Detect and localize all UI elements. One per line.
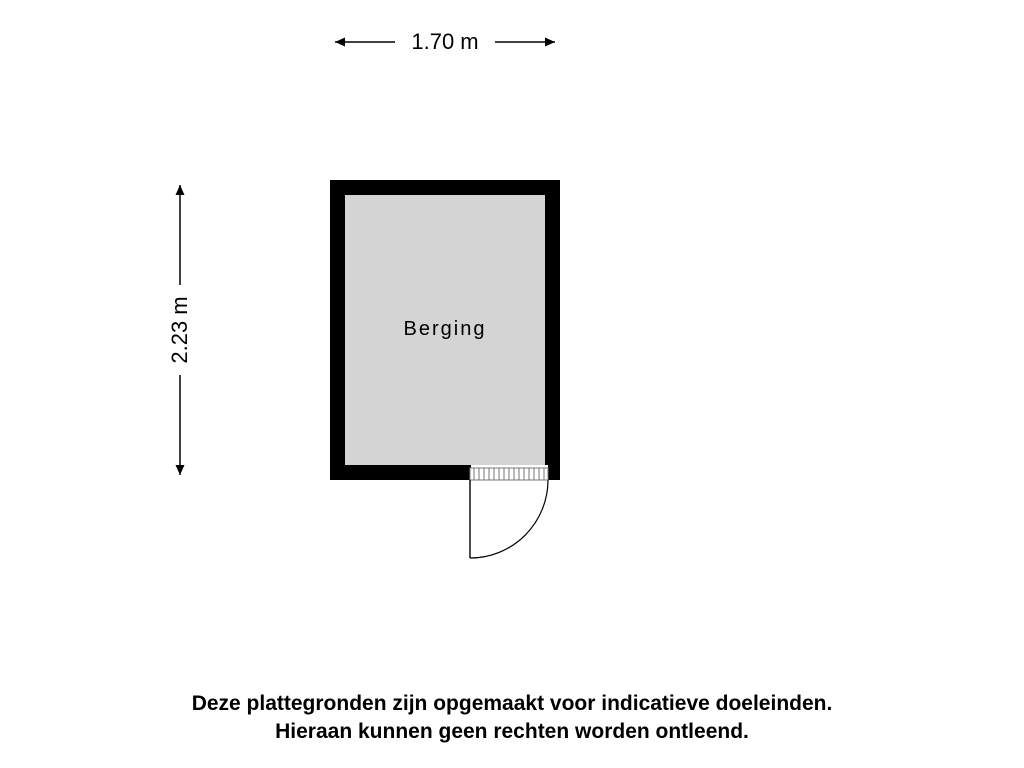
dimension-height-label: 2.23 m: [167, 270, 193, 390]
disclaimer-line1: Deze plattegronden zijn opgemaakt voor i…: [192, 692, 833, 715]
disclaimer-text: Deze plattegronden zijn opgemaakt voor i…: [0, 690, 1024, 747]
disclaimer-line2: Hieraan kunnen geen rechten worden ontle…: [275, 720, 749, 743]
dimension-width-label: 1.70 m: [385, 29, 505, 55]
floorplan-canvas: Berging 1.70 m 2.23 m Deze plattegronden…: [0, 0, 1024, 768]
room-label: Berging: [345, 318, 545, 341]
